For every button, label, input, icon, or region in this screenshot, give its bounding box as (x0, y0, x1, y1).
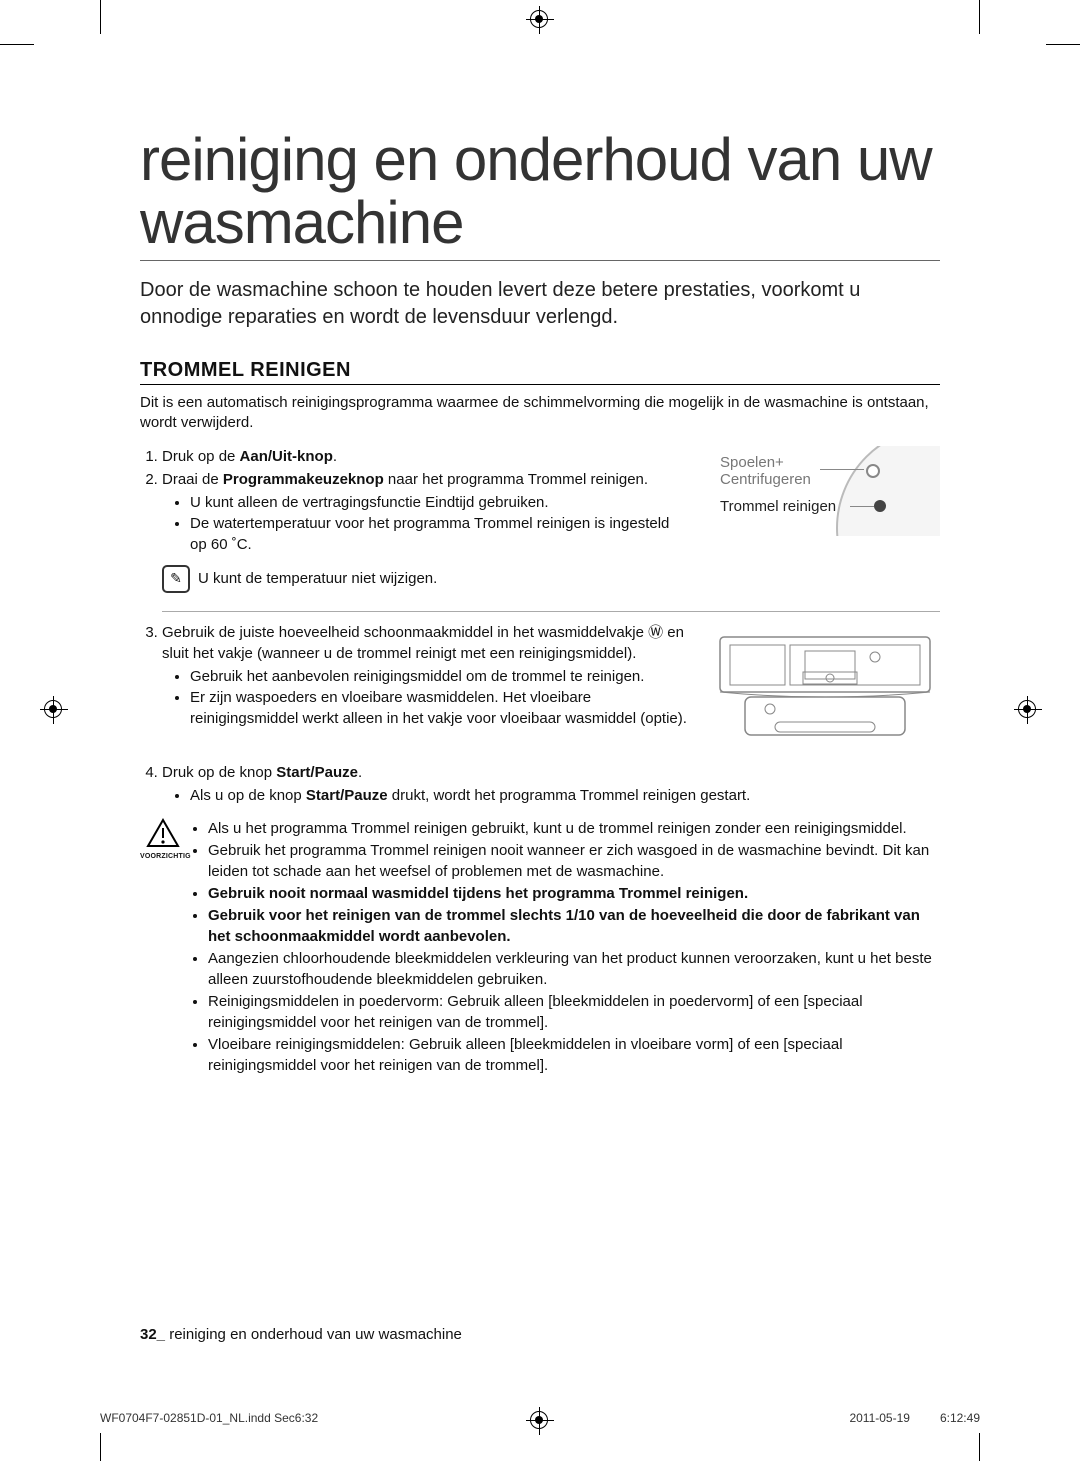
crop-mark (100, 0, 101, 34)
caution-item: Gebruik voor het reinigen van de trommel… (208, 905, 940, 947)
dial-label-trommel: Trommel reinigen (720, 498, 836, 515)
step-3-bullet: Er zijn waspoeders en vloeibare wasmidde… (190, 687, 690, 729)
step-3: Gebruik de juiste hoeveelheid schoonmaak… (162, 622, 690, 729)
step-4: Druk op de knop Start/Pauze. Als u op de… (162, 762, 940, 806)
step-2-bullet: U kunt alleen de vertragingsfunctie Eind… (190, 492, 690, 513)
note-row: ✎ U kunt de temperatuur niet wijzigen. (162, 565, 690, 593)
detergent-drawer-figure (710, 622, 940, 762)
crop-mark (979, 0, 980, 34)
print-file: WF0704F7-02851D-01_NL.indd Sec6:32 (100, 1411, 318, 1425)
divider (162, 611, 940, 612)
section-rule (140, 384, 940, 385)
step-3-bullet: Gebruik het aanbevolen reinigingsmiddel … (190, 666, 690, 687)
caution-item: Aangezien chloorhoudende bleekmiddelen v… (208, 948, 940, 990)
step-block-2: Gebruik de juiste hoeveelheid schoonmaak… (140, 622, 940, 762)
print-time: 6:12:49 (940, 1411, 980, 1425)
note-icon: ✎ (162, 565, 190, 593)
caution-item: Reinigingsmiddelen in poedervorm: Gebrui… (208, 991, 940, 1033)
step-4-bullet: Als u op de knop Start/Pauze drukt, word… (190, 785, 940, 806)
caution-item: Gebruik het programma Trommel reinigen n… (208, 840, 940, 882)
dial-label-spoelen: Spoelen+Centrifugeren (720, 454, 811, 489)
caution-list: Als u het programma Trommel reinigen geb… (208, 818, 940, 1077)
title-rule (140, 260, 940, 261)
registration-mark-icon (530, 10, 548, 28)
registration-mark-icon (44, 700, 62, 718)
step-block-3: Druk op de knop Start/Pauze. Als u op de… (162, 762, 940, 806)
registration-mark-icon (1018, 700, 1036, 718)
print-date: 2011-05-19 (849, 1411, 910, 1425)
intro-text: Door de wasmachine schoon te houden leve… (140, 277, 940, 331)
step-1: Druk op de Aan/Uit-knop. (162, 446, 690, 467)
page-footer: 32_ reiniging en onderhoud van uw wasmac… (140, 1326, 462, 1343)
caution-block: VOORZICHTIG Als u het programma Trommel … (140, 818, 940, 1077)
step-2: Draai de Programmakeuzeknop naar het pro… (162, 469, 690, 555)
caution-icon: VOORZICHTIG (140, 818, 186, 1077)
note-text: U kunt de temperatuur niet wijzigen. (198, 570, 437, 587)
print-footer: WF0704F7-02851D-01_NL.indd Sec6:32 2011-… (100, 1411, 980, 1425)
crop-mark (100, 1433, 101, 1461)
caution-item: Vloeibare reinigingsmiddelen: Gebruik al… (208, 1034, 940, 1076)
crop-mark (1046, 44, 1080, 45)
step-2-bullet: De watertemperatuur voor het programma T… (190, 513, 690, 555)
program-dial-figure: Spoelen+Centrifugeren Trommel reinigen (710, 446, 940, 536)
crop-mark (979, 1433, 980, 1461)
section-heading: TROMMEL REINIGEN (140, 359, 940, 382)
caution-item: Als u het programma Trommel reinigen geb… (208, 818, 940, 839)
section-description: Dit is een automatisch reinigingsprogram… (140, 393, 940, 434)
manual-page: reiniging en onderhoud van uw wasmachine… (0, 0, 1080, 1461)
crop-mark (0, 44, 34, 45)
caution-item: Gebruik nooit normaal wasmiddel tijdens … (208, 883, 940, 904)
step-block-1: Druk op de Aan/Uit-knop. Draai de Progra… (140, 446, 940, 599)
page-title: reiniging en onderhoud van uw wasmachine (140, 128, 940, 254)
